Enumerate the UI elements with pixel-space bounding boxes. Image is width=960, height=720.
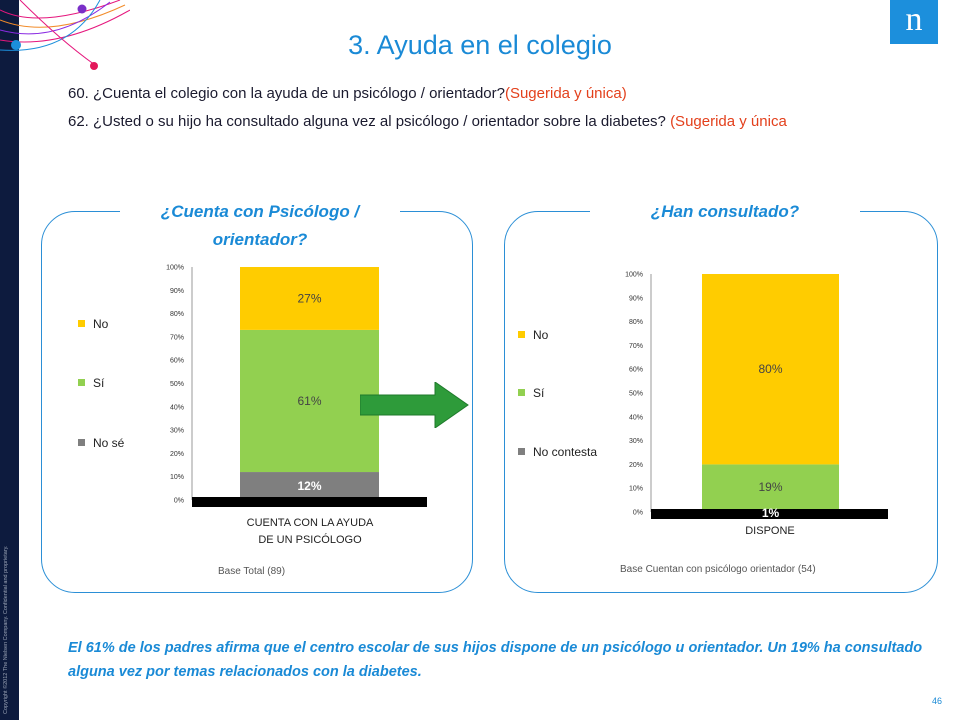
blue-dot (11, 40, 21, 50)
chart-2-data-label: 19% (758, 480, 782, 494)
chart-1-data-label: 61% (297, 394, 321, 408)
base-total: Base Total (89) (218, 566, 286, 577)
chart-1-y-tick-label: 30% (170, 428, 184, 435)
legend-swatch-no-contesta (518, 448, 525, 456)
chart-1-y-tick-label: 60% (170, 358, 184, 365)
legend-swatch-no (78, 320, 85, 328)
panel-consultado-title-line1: ¿Han consultado? (650, 202, 800, 221)
chart-1-data-label: 27% (297, 291, 321, 305)
legend-item-si-2: Sí (518, 386, 544, 400)
chart-2-category-line1: DISPONE (745, 525, 795, 537)
panel-psicologo-title-line1: ¿Cuenta con Psicólogo / (160, 202, 360, 221)
chart-1-category-line2: DE UN PSICÓLOGO (258, 534, 362, 546)
chart-1-y-tick-label: 40% (170, 404, 184, 411)
legend-label-no-contesta: No contesta (533, 445, 598, 459)
decorative-curves (0, 0, 130, 70)
legend-item-no-se: No sé (78, 436, 124, 450)
page-number: 46 (932, 696, 943, 706)
purple-dot (77, 4, 87, 14)
chart-2-y-tick-label: 0% (633, 510, 643, 517)
chart-2-data-label: 1% (762, 506, 780, 520)
question-62-text: 62. ¿Usted o su hijo ha consultado algun… (68, 113, 671, 130)
question-60-text: 60. ¿Cuenta el colegio con la ayuda de u… (68, 85, 505, 102)
chart-1-y-tick-label: 80% (170, 311, 184, 318)
chart-1-baseline (192, 497, 427, 507)
red-dot (90, 62, 98, 70)
chart-1-y-tick-label: 20% (170, 451, 184, 458)
chart-1-y-tick-label: 90% (170, 288, 184, 295)
chart-2-y-tick-label: 20% (629, 462, 643, 469)
chart-2-category-label: DISPONE (660, 523, 880, 540)
side-bar (0, 0, 19, 720)
conclusion-text: El 61% de los padres afirma que el centr… (68, 640, 923, 680)
chart-1-category-label: CUENTA CON LA AYUDA DE UN PSICÓLOGO (200, 515, 420, 549)
page-title: 3. Ayuda en el colegio (348, 30, 612, 60)
chart-2-y-tick-label: 100% (625, 272, 643, 279)
chart-2-y-tick-label: 70% (629, 343, 643, 350)
chart-2-baseline (651, 509, 888, 519)
panel-psicologo-title: ¿Cuenta con Psicólogo / orientador? (120, 198, 400, 254)
panel-psicologo-title-line2: orientador? (212, 230, 308, 249)
legend-label-no-2: No (533, 328, 549, 342)
chart-1-y-tick-label: 70% (170, 334, 184, 341)
chart-1-bar-segment (240, 267, 379, 330)
chart-2-bar-segment (702, 274, 839, 465)
chart-1-y-tick-label: 100% (166, 265, 184, 272)
legend-item-no-2: No (518, 328, 548, 342)
legend-swatch-no-se (78, 439, 85, 447)
panel-consultado-title: ¿Han consultado? (590, 198, 860, 226)
legend-item-no-contesta: No contesta (518, 445, 597, 459)
question-60-tag: (Sugerida y única) (504, 85, 627, 102)
chart-2-y-tick-label: 40% (629, 414, 643, 421)
green-arrow-icon (360, 382, 469, 428)
legend-label-si-2: Sí (533, 386, 545, 400)
chart-1-data-label: 12% (297, 479, 321, 493)
chart-1-category-line1: CUENTA CON LA AYUDA (246, 517, 374, 529)
legend-label-no: No (93, 317, 109, 331)
chart-2-y-tick-label: 80% (629, 319, 643, 326)
base-cuentan: Base Cuentan con psicólogo orientador (5… (620, 564, 816, 575)
chart-1-y-tick-label: 10% (170, 474, 184, 481)
question-60: 60. ¿Cuenta el colegio con la ayuda de u… (68, 85, 627, 102)
chart-1-bar-segment (240, 472, 379, 500)
chart-2-y-tick-label: 60% (629, 367, 643, 374)
legend-label-si: Sí (93, 376, 105, 390)
chart-1-y-tick-label: 0% (174, 498, 184, 505)
chart-2-bar-segment (702, 464, 839, 510)
chart-2-y-tick-label: 30% (629, 438, 643, 445)
legend-label-no-se: No sé (93, 436, 125, 450)
legend-swatch-no-2 (518, 331, 525, 339)
legend-item-no: No (78, 317, 108, 331)
chart-1-y-tick-label: 50% (170, 381, 184, 388)
legend-swatch-si (78, 379, 85, 387)
chart-2-y-tick-label: 10% (629, 486, 643, 493)
chart-2-y-tick-label: 90% (629, 295, 643, 302)
question-62: 62. ¿Usted o su hijo ha consultado algun… (68, 113, 787, 130)
chart-1-bar-segment (240, 329, 379, 473)
nielsen-logo: n (890, 0, 938, 44)
legend-swatch-si-2 (518, 389, 525, 397)
chart-2-y-tick-label: 50% (629, 391, 643, 398)
question-62-tag: (Sugerida y única (670, 113, 787, 130)
chart-2-data-label: 80% (758, 362, 782, 376)
legend-item-si: Sí (78, 376, 104, 390)
